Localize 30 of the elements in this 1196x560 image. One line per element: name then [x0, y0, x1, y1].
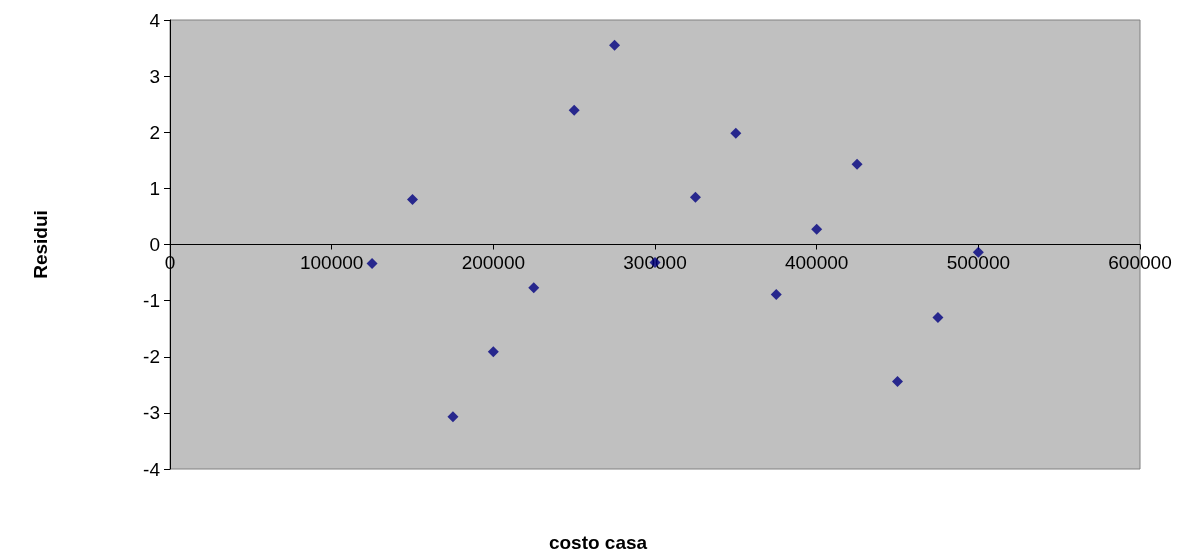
y-tick-label: 0 — [149, 234, 160, 255]
point — [568, 104, 580, 116]
point — [811, 223, 823, 235]
point — [851, 158, 863, 170]
point — [528, 282, 540, 294]
y-tick-label: -1 — [143, 290, 160, 312]
x-tick-label: 100000 — [299, 251, 364, 273]
point — [447, 411, 459, 423]
y-tick-label: -4 — [143, 458, 161, 480]
y-tick-label: -3 — [143, 402, 160, 424]
point — [689, 191, 701, 203]
x-tick-label: 400000 — [784, 251, 849, 273]
y-tick-label: 4 — [149, 9, 161, 31]
y-axis-title: Residui — [30, 210, 51, 279]
point — [932, 311, 944, 323]
point — [407, 194, 418, 206]
y-tick-label: -2 — [143, 346, 160, 368]
y-tick-label: 1 — [149, 177, 160, 199]
point — [730, 127, 742, 139]
point — [609, 39, 621, 51]
point — [366, 258, 378, 270]
x-tick-label: 600000 — [1108, 251, 1172, 273]
point — [487, 346, 499, 358]
x-tick-label: 500000 — [946, 251, 1011, 273]
point — [770, 288, 782, 300]
y-tick-label: 3 — [149, 65, 160, 87]
y-tick-label: 2 — [149, 121, 160, 143]
x-tick-label: 200000 — [461, 251, 526, 273]
x-axis-title: costo casa — [548, 532, 648, 553]
point — [892, 375, 903, 387]
